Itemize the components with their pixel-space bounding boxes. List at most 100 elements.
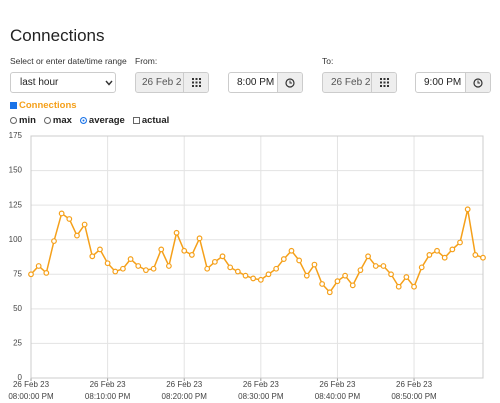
data-point (457, 239, 463, 246)
x-tick-label: 26 Feb 23 (243, 380, 280, 389)
y-tick-label: 0 (18, 373, 23, 382)
y-tick-label: 125 (9, 200, 23, 209)
data-point (388, 271, 394, 278)
x-tick-label: 26 Feb 23 (13, 380, 50, 389)
data-point (112, 268, 119, 275)
dropdown-arrow (105, 80, 113, 86)
radio[interactable] (10, 117, 17, 124)
data-point (265, 271, 272, 278)
data-point (28, 271, 34, 278)
data-point (426, 252, 433, 258)
from-label: From: (135, 56, 158, 66)
data-point (58, 210, 65, 217)
range-select[interactable]: last hour (10, 72, 116, 93)
option-label: actual (141, 115, 170, 126)
data-point (135, 263, 142, 269)
data-point (104, 260, 111, 267)
data-point (349, 282, 356, 289)
option-label: average (88, 115, 125, 126)
data-point (196, 235, 203, 242)
radio[interactable] (43, 117, 51, 124)
data-point (120, 265, 126, 272)
data-point (380, 263, 387, 269)
calendar-icon (191, 78, 201, 87)
data-point (66, 216, 73, 222)
x-tick-label: 08:00:00 PM (8, 392, 54, 401)
data-point (204, 265, 211, 272)
data-point (280, 256, 287, 262)
data-point (311, 261, 318, 268)
data-point (449, 246, 456, 253)
data-point (434, 247, 440, 254)
to-label: To: (322, 56, 334, 66)
data-point (188, 252, 195, 258)
data-point (127, 256, 134, 262)
data-point (43, 270, 50, 276)
page-title: Connections (10, 26, 105, 45)
data-point (464, 206, 471, 213)
data-point (227, 264, 234, 271)
from-time[interactable]: 8:00 PM (228, 72, 303, 93)
to-time[interactable]: 9:00 PM (415, 72, 491, 93)
range-label: Select or enter date/time range (10, 56, 127, 66)
data-point (319, 281, 326, 287)
to-date-button[interactable] (371, 73, 396, 92)
x-tick-label: 26 Feb 23 (90, 380, 127, 389)
data-point (334, 278, 341, 285)
from-time-button[interactable] (277, 73, 302, 92)
data-point (250, 275, 257, 282)
x-tick-label: 26 Feb 23 (396, 380, 433, 389)
plot-area (30, 135, 484, 379)
checkbox[interactable] (10, 102, 17, 109)
data-point (234, 268, 241, 275)
option-label: max (52, 115, 72, 126)
x-tick-label: 08:40:00 PM (315, 392, 361, 401)
from-date[interactable]: 26 Feb 2 (135, 72, 209, 93)
to-time-value: 9:00 PM (424, 77, 462, 88)
data-point (35, 263, 42, 269)
data-point (143, 267, 149, 274)
data-point (441, 254, 448, 261)
chart: 0 25 50 75 100 125 150 175 26 Feb 23 08:00:00 PM 2… (8, 131, 486, 401)
series-toggle[interactable]: Connections (10, 100, 77, 111)
radio[interactable] (79, 117, 87, 124)
data-point (181, 247, 188, 254)
option[interactable]: actual (132, 115, 170, 126)
y-tick-label: 175 (9, 131, 23, 140)
data-point (288, 247, 295, 254)
from-date-button[interactable] (183, 73, 208, 92)
data-point (257, 276, 264, 283)
data-point (219, 253, 226, 260)
data-point (242, 272, 249, 279)
data-point (480, 254, 486, 261)
to-time-button[interactable] (465, 73, 490, 92)
y-tick-label: 150 (9, 166, 23, 175)
option[interactable]: min (10, 115, 36, 126)
y-tick-label: 50 (13, 304, 22, 313)
range-value: last hour (20, 77, 59, 88)
option[interactable]: average (79, 115, 125, 126)
data-point (365, 253, 371, 260)
data-point (74, 232, 80, 239)
data-point (303, 272, 310, 279)
data-point (472, 252, 479, 258)
series-toggle-label: Connections (19, 100, 77, 111)
option[interactable]: max (43, 115, 72, 126)
data-point (342, 272, 349, 279)
data-point (395, 283, 402, 290)
data-point (418, 264, 425, 271)
data-point (273, 265, 280, 272)
x-tick-label: 08:10:00 PM (85, 392, 131, 401)
to-date[interactable]: 26 Feb 2 (322, 72, 397, 93)
checkbox[interactable] (132, 117, 140, 124)
y-tick-label: 75 (13, 269, 22, 278)
x-tick-label: 08:30:00 PM (238, 392, 284, 401)
data-point (211, 258, 218, 265)
option-label: min (19, 115, 36, 126)
data-point (326, 289, 333, 296)
y-tick-label: 100 (9, 235, 23, 244)
data-point (173, 229, 180, 236)
data-point (372, 263, 379, 269)
calendar-icon (379, 78, 389, 87)
